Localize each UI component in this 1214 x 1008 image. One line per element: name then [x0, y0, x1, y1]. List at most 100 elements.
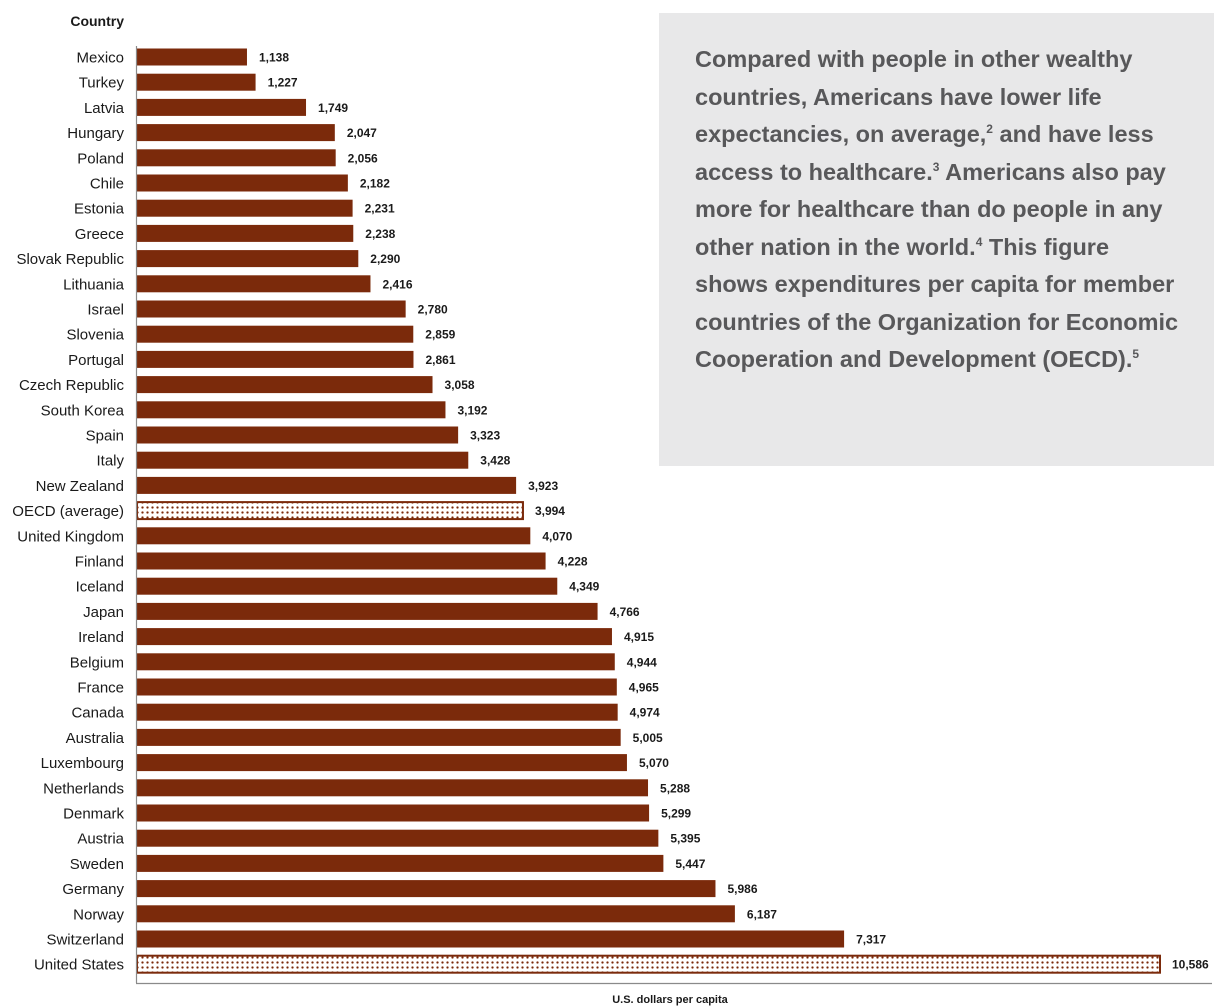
category-label-slovenia: Slovenia: [66, 327, 124, 344]
value-label-canada: 4,974: [630, 706, 660, 720]
bar-chile: [137, 174, 348, 192]
category-label-iceland: Iceland: [76, 579, 124, 596]
value-label-norway: 6,187: [747, 907, 777, 921]
category-label-united-states: United States: [34, 957, 124, 974]
value-label-estonia: 2,231: [365, 202, 395, 216]
bar-czech-republic: [137, 376, 433, 394]
category-label-new-zealand: New Zealand: [36, 478, 124, 495]
value-label-poland: 2,056: [348, 151, 378, 165]
bar-australia: [137, 728, 621, 746]
category-label-denmark: Denmark: [63, 806, 124, 823]
bar-ireland: [137, 628, 612, 646]
category-label-austria: Austria: [77, 831, 124, 848]
bar-japan: [137, 602, 598, 620]
value-label-netherlands: 5,288: [660, 781, 690, 795]
category-label-israel: Israel: [87, 302, 124, 319]
bar-luxembourg: [137, 754, 627, 772]
category-label-germany: Germany: [62, 881, 124, 898]
bar-switzerland: [137, 930, 845, 948]
value-label-south-korea: 3,192: [457, 403, 487, 417]
bar-spain: [137, 426, 459, 444]
category-label-latvia: Latvia: [84, 100, 125, 117]
value-label-czech-republic: 3,058: [445, 378, 475, 392]
bar-turkey: [137, 73, 256, 91]
value-label-iceland: 4,349: [569, 580, 599, 594]
bar-latvia: [137, 98, 307, 116]
bar-belgium: [137, 653, 615, 671]
value-label-portugal: 2,861: [425, 353, 455, 367]
callout-text-segment: Americans also pay more for healthcare t…: [695, 158, 1166, 260]
value-label-oecd-average: 3,994: [535, 504, 565, 518]
category-label-luxembourg: Luxembourg: [41, 755, 124, 772]
category-label-australia: Australia: [66, 730, 125, 747]
bar-greece: [137, 224, 354, 242]
value-label-chile: 2,182: [360, 177, 390, 191]
value-label-italy: 3,428: [480, 454, 510, 468]
category-label-spain: Spain: [86, 428, 124, 445]
category-label-oecd-average: OECD (average): [12, 503, 124, 520]
callout-text-segment: This figure shows expenditures per capit…: [695, 233, 1179, 373]
bar-oecd-average: [136, 501, 524, 521]
value-label-switzerland: 7,317: [856, 933, 886, 947]
footnote-marker: 4: [975, 234, 983, 249]
value-label-germany: 5,986: [727, 882, 757, 896]
category-label-finland: Finland: [75, 554, 124, 571]
bar-estonia: [137, 199, 353, 217]
category-label-ireland: Ireland: [78, 629, 124, 646]
bar-germany: [137, 880, 716, 898]
value-label-new-zealand: 3,923: [528, 479, 558, 493]
category-label-estonia: Estonia: [74, 201, 125, 218]
value-label-denmark: 5,299: [661, 807, 691, 821]
value-label-france: 4,965: [629, 681, 659, 695]
bar-poland: [137, 149, 336, 167]
category-label-czech-republic: Czech Republic: [19, 377, 125, 394]
callout-text-segment: and have less access to healthcare.: [695, 121, 1154, 185]
value-label-hungary: 2,047: [347, 126, 377, 140]
value-label-ireland: 4,915: [624, 630, 654, 644]
footnote-marker: 5: [1132, 347, 1140, 362]
value-label-mexico: 1,138: [259, 51, 289, 65]
category-label-south-korea: South Korea: [41, 402, 125, 419]
value-label-austria: 5,395: [670, 832, 700, 846]
category-label-mexico: Mexico: [76, 50, 124, 67]
category-label-hungary: Hungary: [67, 125, 124, 142]
bar-new-zealand: [137, 476, 517, 494]
category-label-canada: Canada: [71, 705, 124, 722]
category-label-sweden: Sweden: [70, 856, 124, 873]
value-label-spain: 3,323: [470, 429, 500, 443]
callout-text: Compared with people in other wealthy co…: [695, 41, 1184, 379]
footnote-marker: 2: [986, 122, 993, 137]
callout-text-segment: Compared with people in other wealthy co…: [695, 46, 1133, 147]
value-label-luxembourg: 5,070: [639, 756, 669, 770]
value-label-australia: 5,005: [633, 731, 663, 745]
value-label-japan: 4,766: [610, 605, 640, 619]
y-axis-title: Country: [70, 13, 124, 29]
category-label-belgium: Belgium: [70, 654, 124, 671]
bar-france: [137, 678, 617, 696]
value-label-slovenia: 2,859: [425, 328, 455, 342]
category-label-poland: Poland: [77, 150, 124, 167]
bar-sweden: [137, 854, 664, 872]
bar-south-korea: [137, 401, 446, 419]
value-label-latvia: 1,749: [318, 101, 348, 115]
category-label-turkey: Turkey: [79, 75, 125, 92]
category-label-chile: Chile: [90, 176, 124, 193]
category-label-portugal: Portugal: [68, 352, 124, 369]
bar-slovak-republic: [137, 250, 359, 268]
x-axis-title: U.S. dollars per capita: [612, 994, 728, 1006]
category-label-lithuania: Lithuania: [63, 276, 125, 293]
bar-norway: [137, 905, 735, 923]
value-label-united-states: 10,586: [1172, 958, 1209, 972]
category-label-netherlands: Netherlands: [43, 780, 124, 797]
value-label-israel: 2,780: [418, 303, 448, 317]
value-label-turkey: 1,227: [268, 76, 298, 90]
value-label-finland: 4,228: [558, 555, 588, 569]
value-label-greece: 2,238: [365, 227, 395, 241]
bar-united-states: [136, 954, 1161, 974]
bar-mexico: [137, 48, 247, 66]
value-label-slovak-republic: 2,290: [370, 252, 400, 266]
value-label-belgium: 4,944: [627, 655, 657, 669]
category-label-slovak-republic: Slovak Republic: [16, 251, 124, 268]
value-label-sweden: 5,447: [675, 857, 705, 871]
bars-group: Mexico 1,138 Turkey 1,227 Latvia 1,749 Hungary…: [12, 48, 1209, 974]
